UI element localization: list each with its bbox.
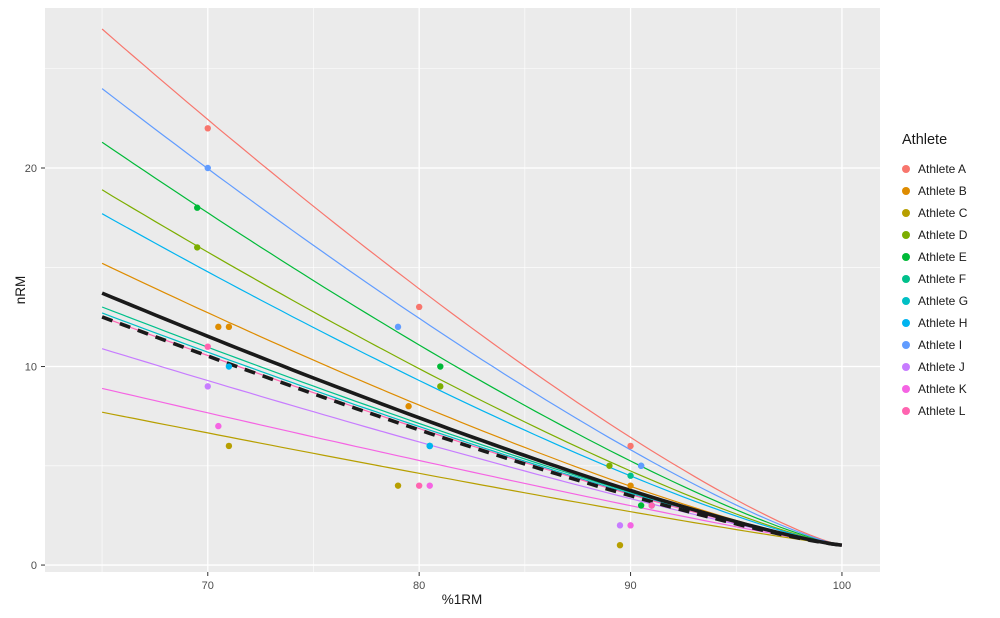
y-tick-label: 10 <box>25 362 37 374</box>
legend-point-icon <box>902 231 910 239</box>
legend-item-athlete-c: Athlete C <box>902 202 968 224</box>
legend-point-icon <box>902 363 910 371</box>
curve-athlete-h <box>101 213 842 546</box>
legend-items: Athlete A Athlete B Athlete C Athlete D Athl… <box>902 158 968 422</box>
legend-point-icon <box>902 341 910 349</box>
point-athlete-i <box>204 164 211 172</box>
legend-item-athlete-a: Athlete A <box>902 158 968 180</box>
point-athlete-c <box>225 442 233 450</box>
legend-item-label: Athlete G <box>918 294 969 308</box>
point-athlete-h <box>426 442 433 450</box>
curve-athlete-i <box>101 88 843 546</box>
point-athlete-d <box>437 383 444 390</box>
legend-point-icon <box>902 297 910 305</box>
point-athlete-l <box>204 343 211 350</box>
point-athlete-i <box>637 462 645 469</box>
curve-athlete-e <box>101 141 843 546</box>
x-tick-label: 80 <box>413 580 425 592</box>
x-tick-label: 100 <box>833 580 851 592</box>
legend-item-athlete-f: Athlete F <box>902 268 968 290</box>
legend-item-label: Athlete K <box>918 382 967 396</box>
legend-point-icon <box>902 385 910 393</box>
legend-item-label: Athlete B <box>918 184 967 198</box>
legend-point-icon <box>902 253 910 261</box>
legend-item-athlete-g: Athlete G <box>902 290 968 312</box>
point-athlete-a <box>627 442 634 450</box>
point-athlete-j <box>616 522 624 529</box>
plot-panel <box>45 8 880 572</box>
point-athlete-l <box>415 482 423 489</box>
legend-item-athlete-i: Athlete I <box>902 334 968 356</box>
curve-athlete-a <box>101 28 843 546</box>
point-athlete-b <box>627 482 634 489</box>
point-athlete-d <box>194 244 201 251</box>
legend-item-label: Athlete L <box>918 404 966 418</box>
legend-point-icon <box>902 319 910 327</box>
legend-item-label: Athlete E <box>918 250 967 264</box>
point-athlete-b <box>225 323 233 331</box>
legend: Athlete Athlete A Athlete B Athlete C Athle… <box>902 132 968 422</box>
legend-item-athlete-b: Athlete B <box>902 180 968 202</box>
point-athlete-d <box>606 462 613 469</box>
x-tick-label: 70 <box>202 580 214 592</box>
legend-item-athlete-h: Athlete H <box>902 312 968 334</box>
point-athlete-b <box>215 323 222 331</box>
legend-item-label: Athlete D <box>918 228 968 242</box>
group-curve-dashed <box>101 315 843 547</box>
y-tick-label: 0 <box>31 560 37 572</box>
group-curve-solid <box>101 291 843 547</box>
x-axis-title: %1RM <box>441 592 483 607</box>
legend-point-icon <box>902 407 910 415</box>
point-athlete-c <box>616 541 624 549</box>
point-athlete-b <box>405 403 412 410</box>
point-athlete-e <box>194 204 201 211</box>
x-tick-label: 90 <box>624 580 636 592</box>
legend-item-label: Athlete A <box>918 162 967 176</box>
point-athlete-a <box>415 303 423 311</box>
legend-item-label: Athlete F <box>918 272 967 286</box>
y-axis-title: nRM <box>12 275 28 305</box>
point-athlete-e <box>637 502 645 509</box>
point-athlete-e <box>437 363 444 370</box>
point-athlete-k <box>627 522 634 529</box>
point-athlete-c <box>394 482 402 489</box>
legend-title: Athlete <box>902 132 948 148</box>
point-athlete-l <box>648 502 655 509</box>
point-athlete-f <box>627 472 634 479</box>
legend-item-athlete-l: Athlete L <box>902 400 968 422</box>
legend-item-label: Athlete J <box>918 360 965 374</box>
legend-item-athlete-e: Athlete E <box>902 246 968 268</box>
legend-point-icon <box>902 275 910 283</box>
y-tick-label: 20 <box>25 163 37 175</box>
point-athlete-i <box>394 323 402 331</box>
legend-point-icon <box>902 187 910 195</box>
curve-athlete-c <box>101 411 842 546</box>
legend-item-label: Athlete I <box>918 338 963 352</box>
legend-item-athlete-d: Athlete D <box>902 224 968 246</box>
point-athlete-h <box>225 363 233 370</box>
legend-item-label: Athlete H <box>918 316 968 330</box>
curve-athlete-k <box>101 387 842 546</box>
point-athlete-j <box>204 383 211 390</box>
point-athlete-a <box>204 125 211 132</box>
legend-item-athlete-j: Athlete J <box>902 356 968 378</box>
legend-item-label: Athlete C <box>918 206 968 220</box>
point-athlete-k <box>215 422 222 430</box>
legend-point-icon <box>902 209 910 217</box>
legend-item-athlete-k: Athlete K <box>902 378 968 400</box>
point-athlete-k <box>426 482 433 489</box>
legend-point-icon <box>902 165 910 173</box>
curve-athlete-d <box>101 189 843 546</box>
